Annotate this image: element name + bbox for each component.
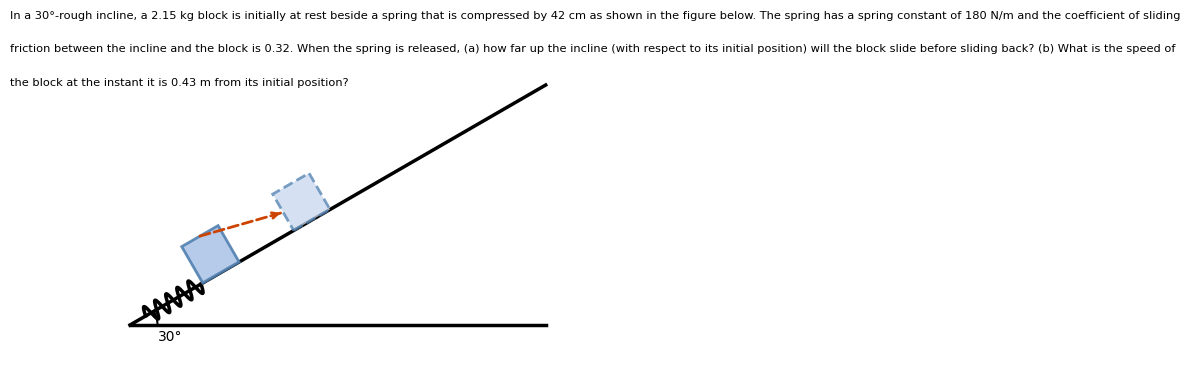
Polygon shape bbox=[181, 226, 239, 283]
Text: the block at the instant it is 0.43 m from its initial position?: the block at the instant it is 0.43 m fr… bbox=[10, 78, 348, 88]
Polygon shape bbox=[272, 173, 330, 231]
Text: friction between the incline and the block is 0.32. When the spring is released,: friction between the incline and the blo… bbox=[10, 44, 1175, 54]
Text: In a 30°-rough incline, a 2.15 kg block is initially at rest beside a spring tha: In a 30°-rough incline, a 2.15 kg block … bbox=[10, 11, 1180, 21]
Text: 30°: 30° bbox=[158, 330, 182, 344]
